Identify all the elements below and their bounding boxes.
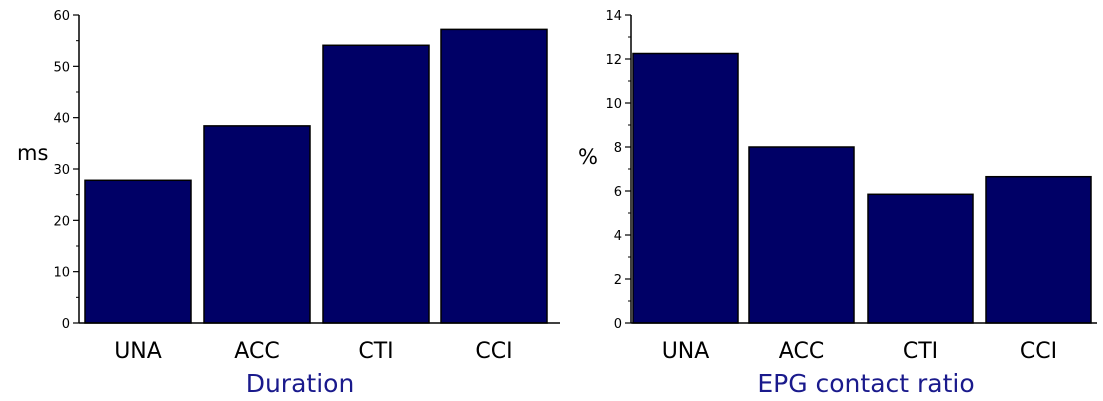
bar-cti bbox=[867, 193, 974, 324]
y-tick-label: 4 bbox=[614, 229, 622, 244]
bar-cci bbox=[440, 28, 548, 324]
category-label-una: UNA bbox=[662, 339, 710, 364]
duration-y-axis-label: ms bbox=[17, 141, 48, 165]
y-tick-label: 30 bbox=[53, 163, 70, 178]
y-tick-label: 0 bbox=[614, 317, 622, 332]
epg-category-labels: UNA ACC CTI CCI bbox=[662, 339, 1057, 364]
y-tick-label: 12 bbox=[605, 53, 622, 68]
bar-una bbox=[84, 179, 192, 324]
bar-acc bbox=[748, 146, 855, 324]
category-label-acc: ACC bbox=[234, 339, 279, 364]
category-label-cti: CTI bbox=[358, 339, 393, 364]
bar-una bbox=[632, 52, 739, 324]
duration-chart: 0 10 20 30 40 50 60 UNA ACC CTI CCI ms Duration bbox=[17, 9, 560, 398]
category-label-acc: ACC bbox=[779, 339, 824, 364]
y-tick-label: 10 bbox=[605, 97, 622, 112]
y-tick-label: 50 bbox=[53, 60, 70, 75]
category-label-cci: CCI bbox=[1020, 339, 1057, 364]
epg-bars bbox=[632, 52, 1092, 324]
y-tick-label: 60 bbox=[53, 9, 70, 24]
y-tick-label: 6 bbox=[614, 185, 622, 200]
duration-category-labels: UNA ACC CTI CCI bbox=[114, 339, 512, 364]
epg-y-ticks: 0 2 4 6 8 10 12 14 bbox=[605, 9, 631, 332]
bar-cci bbox=[985, 175, 1092, 324]
y-tick-label: 8 bbox=[614, 141, 622, 156]
category-label-cti: CTI bbox=[903, 339, 938, 364]
duration-bars bbox=[84, 28, 548, 324]
epg-chart-title: EPG contact ratio bbox=[757, 369, 974, 398]
duration-y-ticks: 0 10 20 30 40 50 60 bbox=[53, 9, 79, 332]
y-tick-label: 14 bbox=[605, 9, 622, 24]
category-label-una: UNA bbox=[114, 339, 162, 364]
bar-acc bbox=[203, 125, 311, 324]
epg-contact-ratio-chart: 0 2 4 6 8 10 12 14 UNA ACC CTI CCI % EPG contact r… bbox=[578, 9, 1097, 398]
y-tick-label: 10 bbox=[53, 266, 70, 281]
bar-cti bbox=[322, 44, 430, 324]
epg-y-axis-label: % bbox=[578, 145, 598, 169]
y-tick-label: 2 bbox=[614, 273, 622, 288]
y-tick-label: 0 bbox=[62, 317, 70, 332]
category-label-cci: CCI bbox=[475, 339, 512, 364]
y-tick-label: 40 bbox=[53, 112, 70, 127]
duration-chart-title: Duration bbox=[246, 369, 355, 398]
y-tick-label: 20 bbox=[53, 214, 70, 229]
